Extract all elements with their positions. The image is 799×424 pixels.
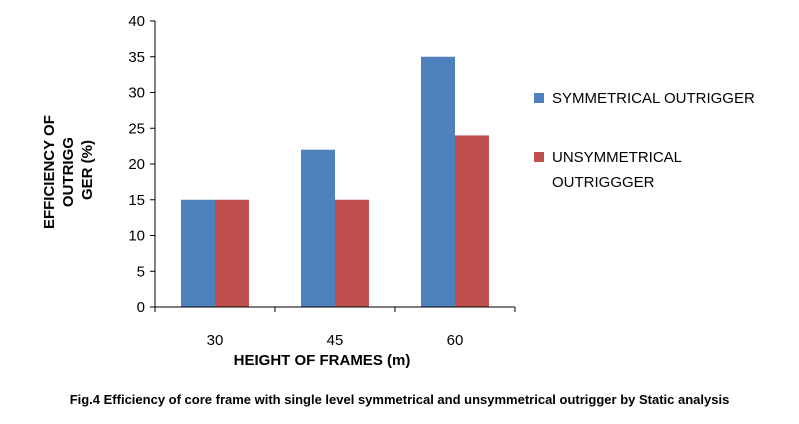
x-tick-label: 60: [447, 332, 464, 349]
figure-caption: Fig.4 Efficiency of core frame with sing…: [69, 392, 730, 407]
axes-group: [150, 20, 516, 312]
y-tick-label: 15: [128, 192, 145, 209]
x-axis-title: HEIGHT OF FRAMES (m): [234, 352, 411, 369]
legend-label-unsymmetrical: UNSYMMETRICAL OUTRIGGGER: [552, 149, 682, 191]
y-tick-label: 40: [128, 13, 145, 30]
legend-swatch-symmetrical: [534, 93, 544, 103]
y-axis-title: EFFICIENCY OF OUTRIGG GER (%): [41, 111, 96, 229]
y-tick-label: 20: [128, 156, 145, 173]
bar-unsymmetrical-30: [215, 199, 249, 307]
y-tick-labels: 0 5 10 15 20 25 30 35 40: [128, 13, 145, 316]
y-tick-label: 25: [128, 120, 145, 137]
y-tick-label: 35: [128, 49, 145, 66]
bars-group: [181, 56, 489, 307]
bar-symmetrical-45: [301, 149, 335, 307]
bar-unsymmetrical-60: [455, 135, 489, 307]
x-tick-label: 45: [327, 332, 344, 349]
legend-swatch-unsymmetrical: [534, 152, 544, 162]
y-axis-title-line-3: GER (%): [79, 140, 96, 200]
legend: SYMMETRICAL OUTRIGGER UNSYMMETRICAL OUTRIG…: [534, 90, 755, 191]
bar-symmetrical-30: [181, 199, 215, 307]
y-tick-label: 30: [128, 85, 145, 102]
x-tick-labels: 30 45 60: [207, 332, 464, 349]
bar-unsymmetrical-45: [335, 199, 369, 307]
y-tick-label: 0: [137, 299, 145, 316]
bar-chart: 0 5 10 15 20 25 30 35 40 30 45 60 HEIGHT OF FRAMES…: [41, 13, 755, 369]
y-axis-title-line-2: OUTRIGG: [60, 137, 77, 207]
legend-label-symmetrical: SYMMETRICAL OUTRIGGER: [552, 90, 755, 107]
y-tick-label: 5: [137, 263, 145, 280]
x-tick-label: 30: [207, 332, 224, 349]
y-axis-title-line-1: EFFICIENCY OF: [41, 115, 58, 229]
y-tick-label: 10: [128, 228, 145, 245]
bar-symmetrical-60: [421, 56, 455, 307]
